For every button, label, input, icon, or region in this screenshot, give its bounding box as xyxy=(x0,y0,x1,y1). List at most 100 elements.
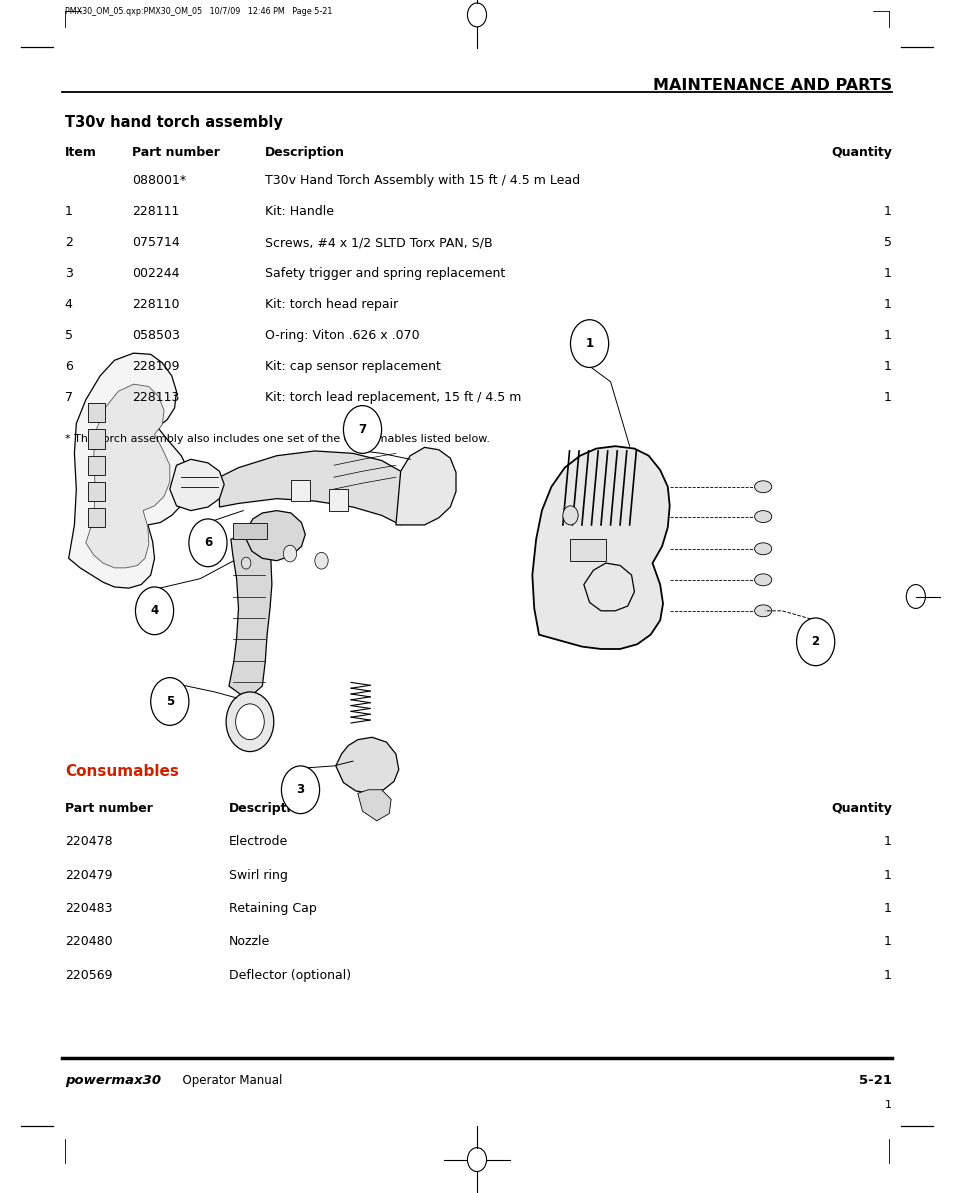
Text: Quantity: Quantity xyxy=(830,802,891,815)
Text: 5: 5 xyxy=(883,236,891,249)
Text: 1: 1 xyxy=(883,835,891,848)
Text: 5: 5 xyxy=(65,329,72,342)
Circle shape xyxy=(189,519,227,567)
Text: 1: 1 xyxy=(585,338,593,350)
Polygon shape xyxy=(570,539,605,561)
Circle shape xyxy=(314,552,328,569)
Text: 1: 1 xyxy=(883,205,891,218)
Text: 7: 7 xyxy=(65,391,72,404)
Text: Kit: torch lead replacement, 15 ft / 4.5 m: Kit: torch lead replacement, 15 ft / 4.5… xyxy=(265,391,521,404)
Text: 1: 1 xyxy=(883,869,891,882)
Text: 1: 1 xyxy=(883,329,891,342)
Text: Description: Description xyxy=(265,146,345,159)
Text: Part number: Part number xyxy=(65,802,152,815)
Polygon shape xyxy=(88,403,105,422)
Polygon shape xyxy=(88,482,105,501)
Text: 2: 2 xyxy=(65,236,72,249)
Text: Screws, #4 x 1/2 SLTD Torx PAN, S/B: Screws, #4 x 1/2 SLTD Torx PAN, S/B xyxy=(265,236,493,249)
Text: 1: 1 xyxy=(883,902,891,915)
Text: Kit: torch head repair: Kit: torch head repair xyxy=(265,298,398,311)
Text: 5: 5 xyxy=(166,696,173,707)
Text: 1: 1 xyxy=(883,391,891,404)
Text: Retaining Cap: Retaining Cap xyxy=(229,902,316,915)
Circle shape xyxy=(226,692,274,752)
Text: Nozzle: Nozzle xyxy=(229,935,270,948)
Text: 4: 4 xyxy=(151,605,158,617)
Text: 1: 1 xyxy=(883,298,891,311)
Text: 7: 7 xyxy=(358,424,366,435)
Text: O-ring: Viton .626 x .070: O-ring: Viton .626 x .070 xyxy=(265,329,419,342)
Text: PMX30_OM_05.qxp:PMX30_OM_05   10/7/09   12:46 PM   Page 5-21: PMX30_OM_05.qxp:PMX30_OM_05 10/7/09 12:4… xyxy=(65,7,332,16)
Polygon shape xyxy=(329,489,348,511)
Text: 220569: 220569 xyxy=(65,969,112,982)
Polygon shape xyxy=(395,447,456,525)
Text: Kit: Handle: Kit: Handle xyxy=(265,205,334,218)
Polygon shape xyxy=(532,446,669,649)
Text: 228111: 228111 xyxy=(132,205,179,218)
Circle shape xyxy=(570,320,608,367)
Text: 1: 1 xyxy=(883,267,891,280)
Text: 228110: 228110 xyxy=(132,298,179,311)
Text: 075714: 075714 xyxy=(132,236,179,249)
Circle shape xyxy=(281,766,319,814)
Text: Swirl ring: Swirl ring xyxy=(229,869,288,882)
Circle shape xyxy=(796,618,834,666)
Text: Electrode: Electrode xyxy=(229,835,288,848)
Text: 220483: 220483 xyxy=(65,902,112,915)
Text: * The torch assembly also includes one set of the consumables listed below.: * The torch assembly also includes one s… xyxy=(65,434,489,444)
Text: MAINTENANCE AND PARTS: MAINTENANCE AND PARTS xyxy=(652,78,891,93)
Text: 228113: 228113 xyxy=(132,391,179,404)
Polygon shape xyxy=(170,459,224,511)
Text: 228109: 228109 xyxy=(132,360,179,373)
Polygon shape xyxy=(246,511,305,561)
Circle shape xyxy=(283,545,296,562)
Text: 3: 3 xyxy=(65,267,72,280)
Polygon shape xyxy=(233,523,267,539)
Ellipse shape xyxy=(754,511,771,523)
Text: 058503: 058503 xyxy=(132,329,179,342)
Circle shape xyxy=(241,557,251,569)
Polygon shape xyxy=(88,456,105,475)
Text: Safety trigger and spring replacement: Safety trigger and spring replacement xyxy=(265,267,505,280)
Text: Operator Manual: Operator Manual xyxy=(174,1074,282,1087)
Polygon shape xyxy=(335,737,398,793)
Text: 2: 2 xyxy=(811,636,819,648)
Circle shape xyxy=(343,406,381,453)
Polygon shape xyxy=(291,480,310,501)
Text: Item: Item xyxy=(65,146,96,159)
Ellipse shape xyxy=(754,574,771,586)
Polygon shape xyxy=(86,384,170,568)
Polygon shape xyxy=(88,508,105,527)
Text: T30v hand torch assembly: T30v hand torch assembly xyxy=(65,115,282,130)
Text: powermax30: powermax30 xyxy=(65,1074,161,1087)
Circle shape xyxy=(135,587,173,635)
Text: 1: 1 xyxy=(883,360,891,373)
Text: Part number: Part number xyxy=(132,146,219,159)
Text: 220479: 220479 xyxy=(65,869,112,882)
Text: Kit: cap sensor replacement: Kit: cap sensor replacement xyxy=(265,360,440,373)
Ellipse shape xyxy=(754,543,771,555)
Text: 5-21: 5-21 xyxy=(858,1074,891,1087)
Text: T30v Hand Torch Assembly with 15 ft / 4.5 m Lead: T30v Hand Torch Assembly with 15 ft / 4.… xyxy=(265,174,579,187)
Circle shape xyxy=(235,704,264,740)
Circle shape xyxy=(562,506,578,525)
Text: Deflector (optional): Deflector (optional) xyxy=(229,969,351,982)
Ellipse shape xyxy=(754,605,771,617)
Text: 6: 6 xyxy=(204,537,212,549)
Circle shape xyxy=(151,678,189,725)
Text: 1: 1 xyxy=(883,969,891,982)
Text: 4: 4 xyxy=(65,298,72,311)
Polygon shape xyxy=(357,790,391,821)
Polygon shape xyxy=(88,429,105,449)
Text: 002244: 002244 xyxy=(132,267,179,280)
Polygon shape xyxy=(69,353,189,588)
Text: 3: 3 xyxy=(296,784,304,796)
Text: Consumables: Consumables xyxy=(65,764,178,779)
Text: 220480: 220480 xyxy=(65,935,112,948)
Text: 088001*: 088001* xyxy=(132,174,186,187)
Text: 6: 6 xyxy=(65,360,72,373)
Text: Description: Description xyxy=(229,802,309,815)
Polygon shape xyxy=(229,534,272,694)
Text: 1: 1 xyxy=(884,1100,891,1109)
Text: 1: 1 xyxy=(883,935,891,948)
